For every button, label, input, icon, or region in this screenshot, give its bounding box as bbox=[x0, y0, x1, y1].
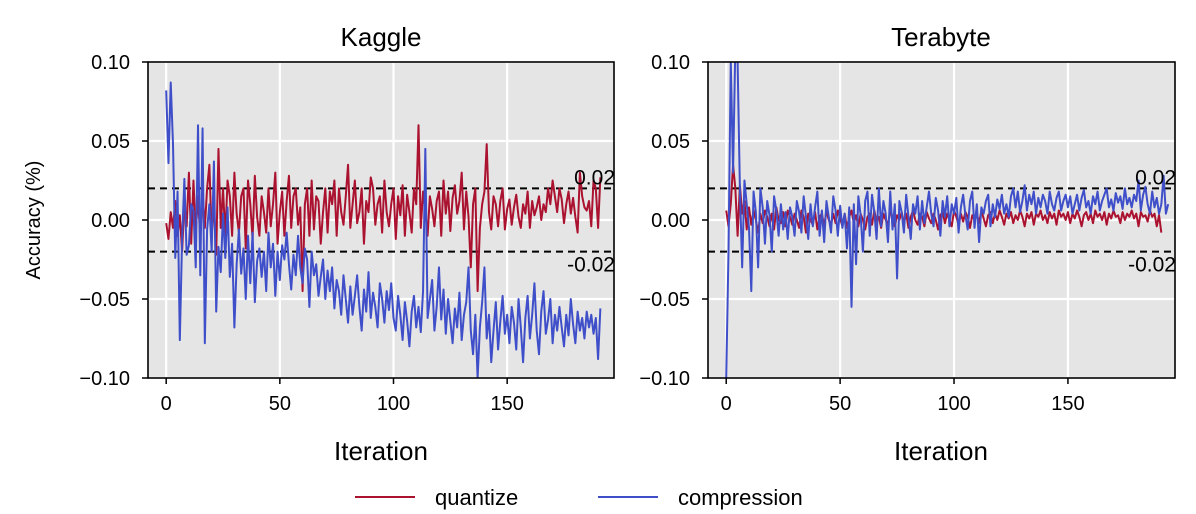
y-tick-label: 0.05 bbox=[651, 131, 690, 153]
x-tick-label: 50 bbox=[829, 393, 851, 415]
y-tick-label: −0.05 bbox=[79, 289, 130, 311]
y-axis-label: Accuracy (%) bbox=[23, 161, 45, 280]
chart-title: Kaggle bbox=[341, 22, 422, 52]
y-tick-label: −0.05 bbox=[639, 289, 690, 311]
series-line-compression bbox=[725, 62, 1170, 378]
x-tick-label: 150 bbox=[1051, 393, 1084, 415]
x-tick-label: 100 bbox=[937, 393, 970, 415]
y-ticks: 0.10 0.05 0.00 −0.05 −0.10 bbox=[79, 52, 148, 390]
legend-label-quantize: quantize bbox=[435, 485, 518, 510]
y-tick-label: 0.00 bbox=[651, 210, 690, 232]
kaggle-panel: 0.02 -0.02 0 50 100 150 0.10 0.05 0.00 −0.05 −0.… bbox=[23, 22, 615, 466]
x-tick-label: 150 bbox=[490, 393, 523, 415]
series-line-compression bbox=[165, 81, 602, 378]
x-ticks: 0 50 100 150 bbox=[161, 378, 524, 415]
series-line-quantize bbox=[725, 163, 1163, 237]
reference-line-label: -0.02 bbox=[1128, 254, 1176, 277]
x-tick-label: 0 bbox=[161, 393, 172, 415]
y-tick-label: 0.05 bbox=[91, 131, 130, 153]
x-axis-label: Iteration bbox=[334, 436, 428, 466]
y-tick-label: 0.00 bbox=[91, 210, 130, 232]
y-tick-label: −0.10 bbox=[639, 368, 690, 390]
x-tick-label: 0 bbox=[721, 393, 732, 415]
y-tick-label: 0.10 bbox=[91, 52, 130, 74]
y-tick-label: −0.10 bbox=[79, 368, 130, 390]
legend-label-compression: compression bbox=[678, 485, 803, 510]
x-ticks: 0 50 100 150 bbox=[721, 378, 1085, 415]
legend: quantize compression bbox=[355, 485, 803, 510]
y-tick-label: 0.10 bbox=[651, 52, 690, 74]
terabyte-panel: 0.02 -0.02 0 50 100 150 0.10 0.05 0.00 −0.05 −0.… bbox=[639, 22, 1176, 466]
chart-title: Terabyte bbox=[891, 22, 991, 52]
x-tick-label: 100 bbox=[377, 393, 410, 415]
y-ticks: 0.10 0.05 0.00 −0.05 −0.10 bbox=[639, 52, 708, 390]
reference-line-label: 0.02 bbox=[1135, 166, 1176, 189]
x-tick-label: 50 bbox=[269, 393, 291, 415]
x-axis-label: Iteration bbox=[894, 436, 988, 466]
series-lines bbox=[725, 62, 1170, 378]
reference-labels: 0.02 -0.02 bbox=[567, 166, 615, 276]
series-lines bbox=[165, 81, 602, 378]
reference-lines bbox=[708, 187, 1175, 253]
reference-line-label: 0.02 bbox=[574, 166, 615, 189]
reference-line-label: -0.02 bbox=[567, 254, 615, 277]
reference-labels: 0.02 -0.02 bbox=[1128, 166, 1176, 276]
